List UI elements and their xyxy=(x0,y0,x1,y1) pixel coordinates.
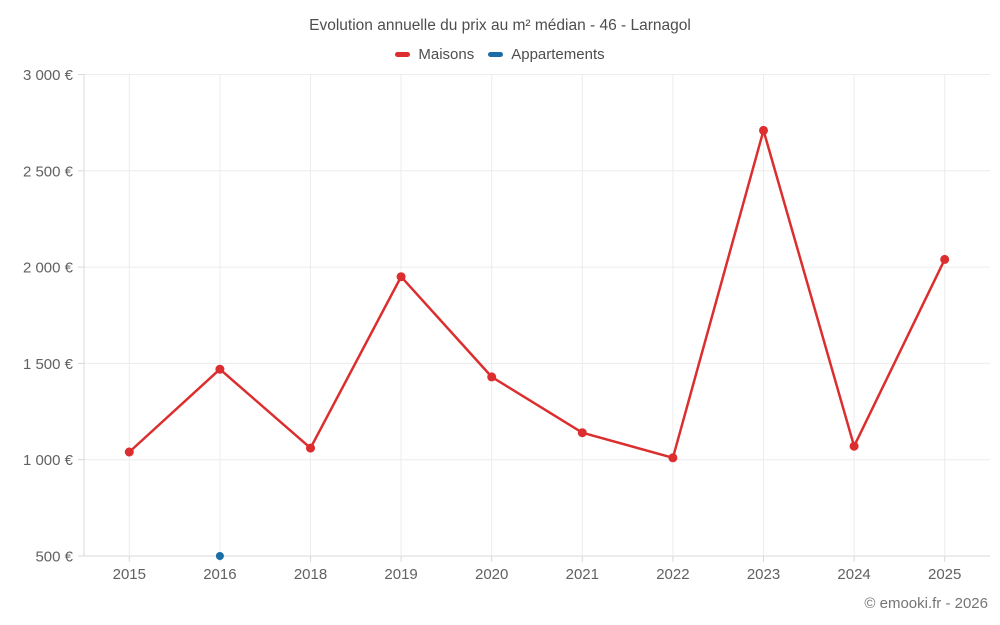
y-axis-label: 3 000 € xyxy=(23,67,74,84)
x-axis-label: 2019 xyxy=(384,566,417,583)
data-point-maisons[interactable] xyxy=(668,453,678,463)
data-point-maisons[interactable] xyxy=(215,364,225,374)
y-axis-label: 1 500 € xyxy=(23,356,74,373)
x-axis-label: 2025 xyxy=(928,566,961,583)
series-line-maisons xyxy=(128,129,946,460)
x-axis-label: 2021 xyxy=(566,566,599,583)
x-axis-label: 2016 xyxy=(203,566,236,583)
x-axis-label: 2015 xyxy=(113,566,146,583)
legend: Maisons Appartements xyxy=(0,46,1000,63)
maisons-legend-label: Maisons xyxy=(418,46,475,63)
y-axis-label: 2 500 € xyxy=(23,163,74,180)
data-point-maisons[interactable] xyxy=(487,372,497,382)
data-point-appartements[interactable] xyxy=(215,552,224,560)
appartements-legend-label: Appartements xyxy=(511,46,605,63)
data-point-maisons[interactable] xyxy=(940,254,950,264)
data-point-maisons[interactable] xyxy=(759,125,768,135)
y-axis-label: 2 000 € xyxy=(23,260,74,277)
y-axis-label: 1 000 € xyxy=(23,452,74,469)
chart-title: Evolution annuelle du prix au m² médian … xyxy=(309,17,691,34)
x-axis-label: 2024 xyxy=(837,566,870,583)
legend-item-appartements[interactable]: Appartements xyxy=(488,46,605,63)
appartements-legend-swatch xyxy=(488,52,504,57)
data-point-maisons[interactable] xyxy=(849,441,859,451)
data-point-maisons[interactable] xyxy=(306,443,315,453)
x-axis-label: 2020 xyxy=(475,566,508,583)
data-point-maisons[interactable] xyxy=(124,447,134,457)
x-axis-label: 2018 xyxy=(294,566,327,583)
legend-item-maisons[interactable]: Maisons xyxy=(395,46,474,63)
data-point-maisons[interactable] xyxy=(577,428,587,438)
x-axis-label: 2023 xyxy=(747,566,780,583)
data-point-maisons[interactable] xyxy=(396,272,406,282)
y-axis-label: 500 € xyxy=(35,549,73,566)
footer-credit: © emooki.fr - 2026 xyxy=(864,595,988,612)
x-axis-label: 2022 xyxy=(656,566,689,583)
maisons-legend-swatch xyxy=(395,52,411,57)
